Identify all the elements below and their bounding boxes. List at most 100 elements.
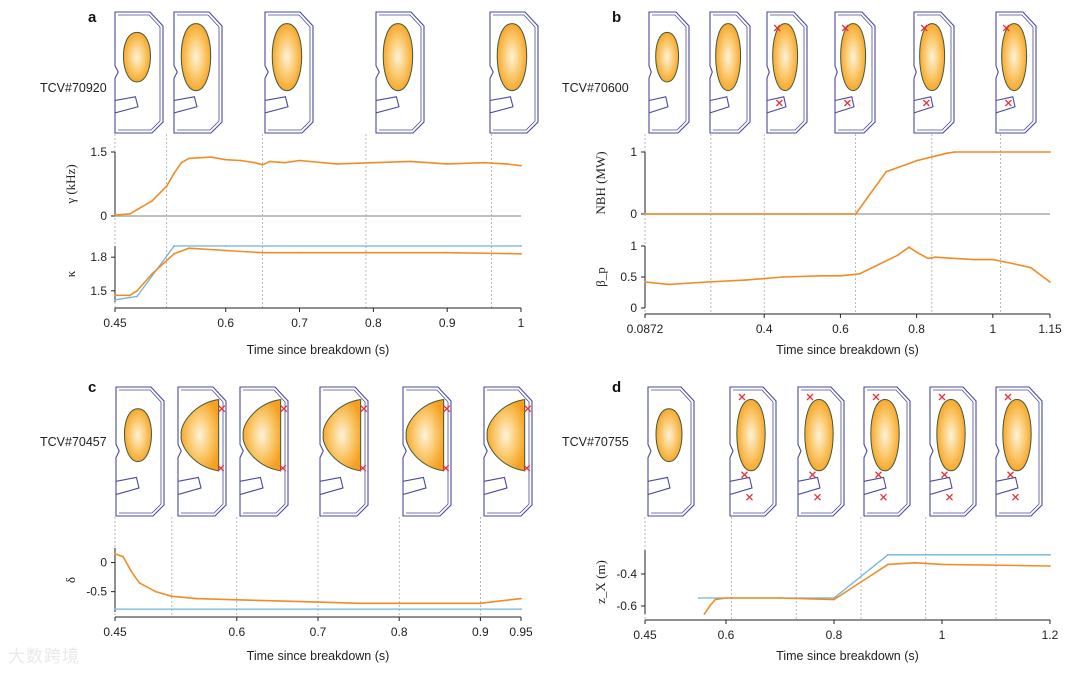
x-point-marker — [941, 471, 948, 479]
x-point-marker — [279, 464, 287, 472]
equilibrium-snapshot — [709, 11, 751, 134]
data-point — [801, 213, 804, 215]
measured-series-line — [644, 246, 1051, 286]
data-point — [173, 172, 176, 175]
plasma-shape — [180, 398, 220, 472]
data-point — [114, 608, 116, 610]
data-point — [953, 257, 956, 260]
x-point-marker — [1007, 471, 1014, 479]
vessel-inner-wall — [243, 389, 286, 514]
data-point — [446, 163, 449, 165]
shot-label: TCV#70600 — [562, 81, 629, 95]
x-tick-label: 0.0872 — [627, 322, 664, 336]
x-point-marker — [741, 471, 748, 479]
data-point — [261, 163, 264, 166]
watermark: 大数跨境 — [8, 647, 80, 667]
y-tick-label: -0.5 — [86, 585, 107, 599]
data-point — [479, 602, 482, 605]
data-point — [261, 251, 264, 254]
data-point — [130, 570, 133, 573]
x-point-marker — [738, 393, 746, 401]
equilibrium-snapshot — [173, 11, 223, 134]
y-axis-label: NBH (MW) — [593, 151, 608, 214]
x-point-marker — [746, 493, 753, 501]
data-point — [991, 151, 994, 153]
vessel-inner-wall — [379, 14, 422, 131]
data-point — [877, 263, 880, 266]
data-point — [224, 158, 227, 161]
x-tick-label: 0.7 — [310, 625, 327, 639]
x-point-marker — [843, 99, 851, 107]
x-tick-label: 0.95 — [509, 625, 533, 639]
x-point-marker — [1012, 493, 1019, 501]
data-point — [154, 590, 157, 593]
data-point — [398, 602, 401, 605]
target-series-line — [114, 245, 521, 301]
plasma-shape — [840, 23, 867, 92]
equilibrium-snapshot — [834, 11, 876, 134]
plasma-shape — [486, 398, 526, 472]
plasma-shape — [382, 23, 414, 92]
data-point — [520, 608, 522, 610]
data-point — [779, 597, 781, 599]
data-point — [644, 281, 646, 283]
measured-series-line — [114, 156, 522, 216]
equilibrium-snapshot — [647, 386, 695, 517]
subplot-0: 0 -0.5 δ — [63, 548, 522, 612]
subplot-1: 0 0.5 1 β_p — [593, 239, 1051, 315]
y-tick-label: 0 — [630, 207, 637, 221]
data-point — [858, 273, 861, 275]
y-axis-label: γ (kHz) — [63, 164, 78, 204]
equilibrium-snapshot — [402, 386, 452, 517]
data-point — [180, 161, 183, 164]
plasma-shape — [736, 399, 766, 472]
equilibrium-snapshot — [729, 386, 777, 517]
y-tick-label: 0 — [100, 556, 107, 570]
panel-b: b TCV#70600 0 1 NBH (MW) 0 0.5 1 β_p 0.0872 0.4 0.6… — [562, 9, 1062, 357]
y-axis-label: β_p — [593, 267, 608, 287]
data-point — [239, 159, 242, 162]
data-point — [854, 213, 857, 215]
data-point — [173, 252, 176, 255]
data-point — [520, 252, 522, 255]
data-point — [128, 294, 131, 297]
data-point — [438, 602, 441, 605]
x-point-marker — [360, 405, 368, 413]
x-tick-label: 0.6 — [832, 322, 849, 336]
vessel-inner-wall — [733, 389, 774, 514]
data-point — [706, 281, 708, 283]
equilibrium-snapshot — [114, 11, 164, 134]
data-point — [136, 289, 139, 292]
subplot-1: 1.5 1.8 κ — [63, 245, 522, 302]
data-point — [170, 595, 173, 598]
equilibrium-snapshot — [319, 386, 369, 517]
x-point-marker — [938, 393, 946, 401]
equilibrium-snapshots — [648, 11, 1037, 134]
x-point-marker — [524, 405, 532, 413]
panel-letter: c — [88, 379, 96, 396]
x-point-marker — [217, 464, 225, 472]
y-tick-label: -0.6 — [616, 599, 637, 613]
data-point — [505, 163, 508, 165]
subplot-0: 0 1.5 γ (kHz) — [63, 145, 522, 223]
data-point — [372, 161, 375, 164]
vessel-inner-wall — [323, 389, 366, 514]
equilibrium-snapshot — [913, 11, 955, 134]
plasma-shape — [1002, 399, 1032, 472]
vessel-inner-wall — [651, 389, 692, 514]
equilibrium-snapshot — [995, 386, 1043, 517]
x-tick-label: 0.6 — [228, 625, 245, 639]
x-point-marker — [814, 493, 821, 501]
shot-label: TCV#70755 — [562, 435, 629, 449]
data-point — [224, 249, 227, 252]
equilibrium-snapshot — [648, 11, 690, 134]
vessel-inner-wall — [867, 389, 908, 514]
data-point — [269, 160, 271, 163]
x-tick-label: 1 — [989, 322, 996, 336]
vessel-inner-wall — [713, 14, 748, 131]
data-point — [298, 159, 301, 162]
data-point — [165, 185, 168, 188]
data-point — [446, 251, 449, 254]
data-point — [927, 257, 929, 260]
data-point — [283, 161, 286, 164]
